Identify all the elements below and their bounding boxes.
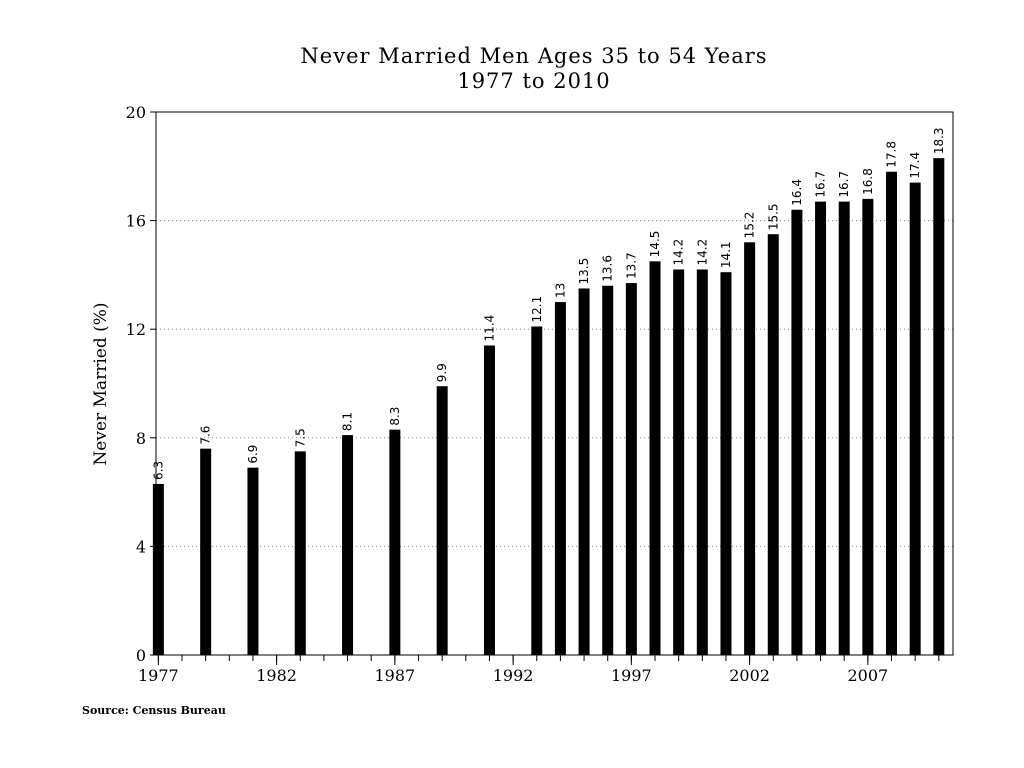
source-note: Source: Census Bureau [82,704,226,717]
data-label: 7.5 [293,428,307,447]
data-label: 8.3 [388,407,402,426]
data-label: 15.2 [743,212,757,239]
bar [554,302,566,655]
bar [294,451,306,655]
bar [200,448,212,655]
bar [649,261,661,655]
data-label: 13.5 [577,258,591,285]
y-tick-label: 20 [126,103,146,122]
x-tick-label: 1982 [256,666,297,685]
plot-frame [155,111,954,656]
bar [909,182,921,655]
y-tick-label: 16 [126,212,146,231]
bar [531,326,543,655]
data-label: 6.3 [151,461,165,480]
data-labels: 6.3 7.6 6.9 7.5 8.1 8.3 9.9 11.4 12.1 13 13.5 13.6 1… [151,127,945,480]
bar [886,171,898,656]
data-label: 17.8 [885,141,899,168]
x-tick-label: 2007 [848,666,889,685]
y-tick-label: 12 [126,320,146,339]
bar [602,285,614,655]
x-tick-label: 1987 [375,666,416,685]
data-label: 15.5 [766,203,780,230]
x-tick-label: 1997 [611,666,652,685]
data-label: 8.1 [341,412,355,431]
bar [744,242,756,655]
chart-subtitle: 1977 to 2010 [457,69,610,93]
x-tick-label: 1992 [493,666,534,685]
bar [578,288,590,655]
bar [247,467,259,655]
bar [152,483,164,655]
x-tick-label: 2002 [729,666,770,685]
data-label: 13 [553,283,567,298]
data-label: 14.5 [648,231,662,258]
data-label: 14.1 [719,241,733,268]
bar [342,435,354,655]
x-axis-ticks: 1977 1982 1987 1992 1997 2002 2007 [138,655,940,685]
data-label: 16.7 [814,171,828,198]
y-axis-ticks: 0 4 8 12 16 20 [126,103,156,665]
data-label: 17.4 [908,152,922,179]
bar [838,201,850,655]
data-label: 12.1 [530,296,544,323]
bar [625,283,637,655]
bar [389,429,401,655]
bar [673,269,685,655]
data-label: 13.7 [624,252,638,279]
y-axis-label: Never Married (%) [91,302,111,465]
bar [720,272,732,655]
bar [933,158,945,655]
bar [767,234,779,656]
data-label: 7.6 [199,426,213,445]
bars [152,158,945,656]
gridlines [156,220,953,547]
data-label: 16.8 [861,168,875,195]
bar [483,345,495,655]
x-tick-label: 1977 [138,666,179,685]
data-label: 6.9 [246,445,260,464]
data-label: 11.4 [482,315,496,342]
data-label: 16.4 [790,179,804,206]
data-label: 14.2 [695,239,709,266]
data-label: 9.9 [435,363,449,382]
y-tick-label: 8 [136,429,146,448]
data-label: 16.7 [837,171,851,198]
data-label: 14.2 [672,239,686,266]
bar [436,386,448,655]
y-tick-label: 0 [136,646,146,665]
bar [791,209,803,656]
chart-title: Never Married Men Ages 35 to 54 Years [300,44,767,68]
bar [862,198,874,655]
data-label: 13.6 [601,255,615,282]
bar [696,269,708,655]
data-label: 18.3 [932,127,946,154]
y-tick-label: 4 [136,537,146,556]
bar [815,201,827,655]
